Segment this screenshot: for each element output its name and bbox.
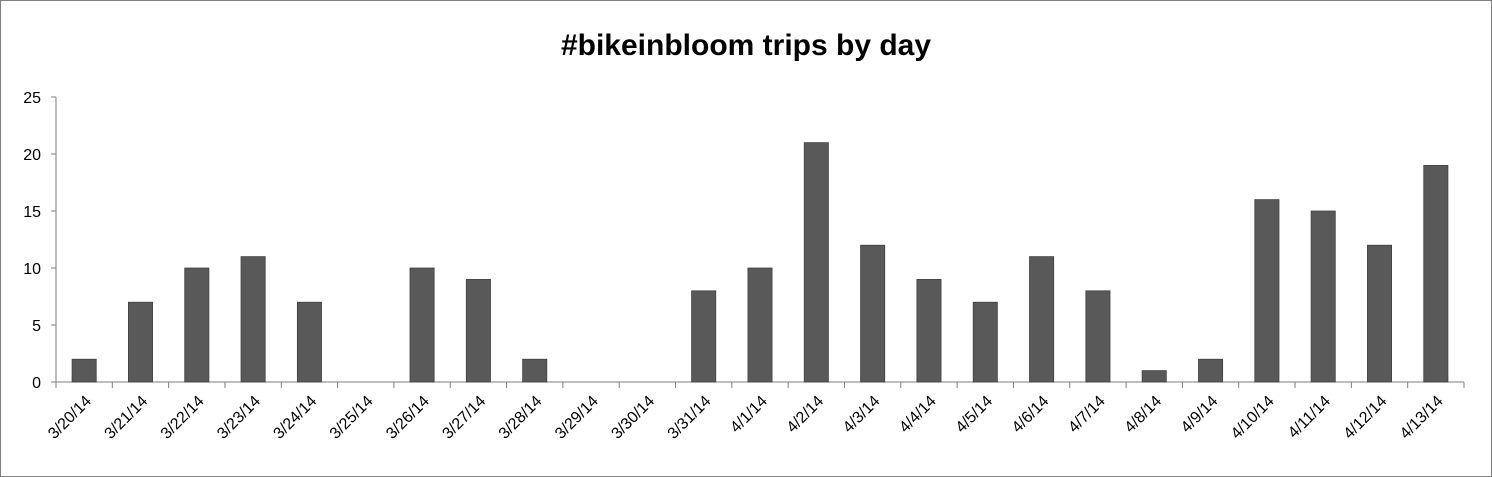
x-tick-label: 4/5/14	[953, 393, 997, 437]
bar-4-5-14	[972, 301, 998, 383]
y-tick-label: 15	[23, 204, 41, 221]
x-tick-label: 4/11/14	[1285, 393, 1334, 442]
y-tick-label: 25	[23, 90, 41, 107]
bar-4-12-14	[1367, 244, 1393, 383]
bar-4-9-14	[1198, 358, 1224, 383]
x-tick-label: 4/9/14	[1178, 393, 1222, 437]
x-tick-label: 3/31/14	[665, 393, 715, 443]
x-tick-label: 4/10/14	[1228, 393, 1278, 443]
x-tick-label: 4/8/14	[1122, 393, 1166, 437]
chart-title: #bikeinbloom trips by day	[560, 29, 932, 62]
bar-4-2-14	[803, 142, 829, 383]
x-tick-label: 3/25/14	[327, 393, 377, 443]
bar-series	[71, 142, 1449, 383]
bar-3-31-14	[691, 290, 717, 383]
x-tick-label: 3/26/14	[383, 393, 433, 443]
bar-4-4-14	[916, 279, 942, 383]
x-tick-label: 4/4/14	[896, 393, 940, 437]
y-tick-label: 0	[32, 375, 41, 392]
bar-4-11-14	[1310, 210, 1336, 383]
y-tick-label: 20	[23, 147, 41, 164]
x-tick-label: 4/6/14	[1009, 393, 1053, 437]
x-tick-label: 4/7/14	[1065, 393, 1109, 437]
bar-3-20-14	[71, 358, 97, 383]
x-tick-label: 4/1/14	[727, 393, 771, 437]
x-tick-label: 3/27/14	[439, 393, 489, 443]
bar-4-13-14	[1423, 165, 1449, 383]
x-axis: 3/20/14 3/21/14 3/22/14 3/23/14 3/24/14 3/25/…	[45, 381, 1465, 443]
bar-3-24-14	[296, 301, 322, 383]
bar-3-22-14	[184, 267, 210, 383]
x-tick-label: 3/30/14	[608, 393, 658, 443]
x-tick-label: 3/22/14	[158, 393, 208, 443]
x-tick-label: 3/28/14	[496, 393, 546, 443]
bar-4-8-14	[1141, 370, 1167, 383]
x-tick-label: 4/3/14	[840, 393, 884, 437]
bar-4-1-14	[747, 267, 773, 383]
bar-3-21-14	[127, 301, 153, 383]
x-tick-label: 4/2/14	[784, 393, 828, 437]
bar-3-28-14	[522, 358, 548, 383]
x-tick-label: 3/23/14	[214, 393, 264, 443]
bar-4-3-14	[860, 244, 886, 383]
bar-4-6-14	[1029, 256, 1055, 383]
x-tick-label: 3/24/14	[270, 393, 320, 443]
x-tick-label: 3/20/14	[45, 393, 95, 443]
x-tick-label: 4/13/14	[1397, 393, 1447, 443]
y-tick-label: 5	[32, 318, 41, 335]
x-tick-label: 4/12/14	[1341, 393, 1391, 443]
y-tick-label: 10	[23, 261, 41, 278]
y-axis: 0 5 10 15 20 25	[23, 90, 57, 392]
bar-4-7-14	[1085, 290, 1111, 383]
bar-3-26-14	[409, 267, 435, 383]
x-tick-label: 3/21/14	[102, 393, 152, 443]
bar-4-10-14	[1254, 199, 1280, 383]
x-tick-label: 3/29/14	[552, 393, 602, 443]
bar-3-27-14	[465, 279, 491, 383]
bar-3-23-14	[240, 256, 266, 383]
